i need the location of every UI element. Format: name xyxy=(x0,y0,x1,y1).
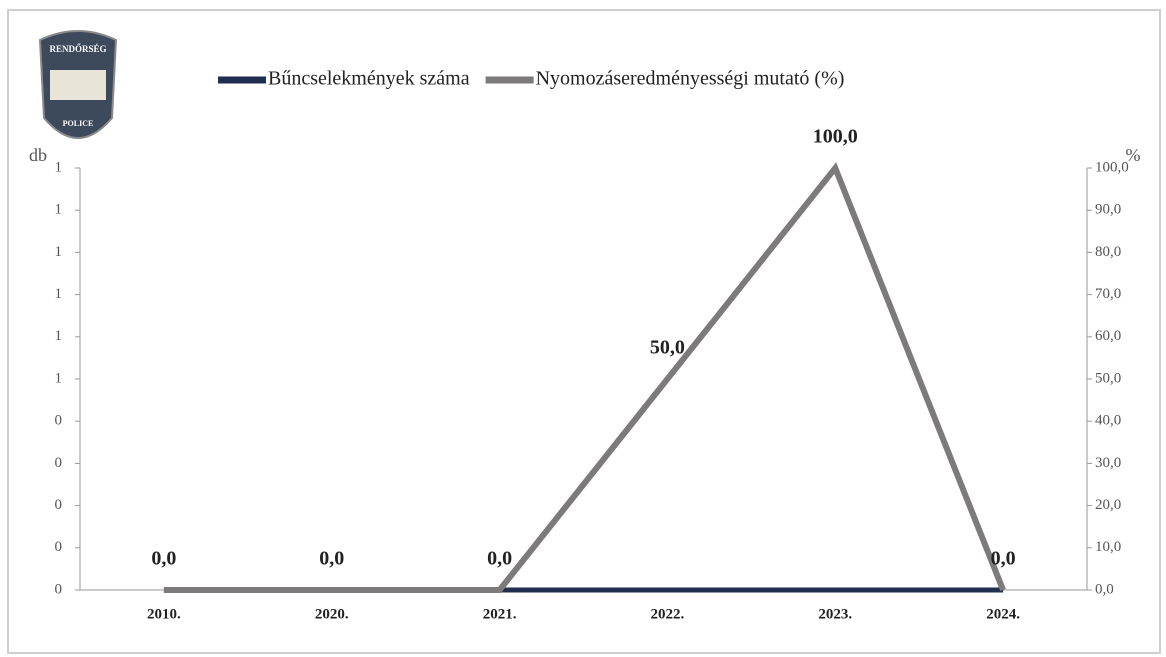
y2-tick-label: 50,0 xyxy=(1095,370,1121,386)
logo-bottom-text: POLICE xyxy=(63,119,94,128)
x-tick-label: 2010. xyxy=(147,606,181,622)
y2-tick-label: 80,0 xyxy=(1095,244,1121,260)
y-tick-label: 0 xyxy=(55,581,63,597)
y-tick-label: 0 xyxy=(55,455,63,471)
legend-label: Bűncselekmények száma xyxy=(268,68,470,90)
x-tick-label: 2020. xyxy=(315,606,349,622)
logo-band xyxy=(50,70,106,100)
x-tick-label: 2023. xyxy=(818,606,852,622)
y-axis-title: db xyxy=(29,145,47,165)
y2-tick-label: 10,0 xyxy=(1095,539,1121,555)
y2-tick-label: 40,0 xyxy=(1095,413,1121,429)
data-label: 0,0 xyxy=(151,548,176,570)
y2-tick-label: 30,0 xyxy=(1095,455,1121,471)
x-tick-label: 2022. xyxy=(651,606,685,622)
y-tick-label: 0 xyxy=(55,539,63,555)
data-label: 0,0 xyxy=(487,548,512,570)
y2-tick-label: 100,0 xyxy=(1095,159,1129,175)
y2-tick-label: 60,0 xyxy=(1095,328,1121,344)
y2-tick-label: 70,0 xyxy=(1095,286,1121,302)
series-line xyxy=(163,162,1006,593)
y2-tick-label: 0,0 xyxy=(1095,581,1114,597)
y-tick-label: 1 xyxy=(55,244,63,260)
y2-tick-label: 90,0 xyxy=(1095,202,1121,218)
y-tick-label: 1 xyxy=(55,328,63,344)
y2-tick-label: 20,0 xyxy=(1095,497,1121,513)
data-label: 100,0 xyxy=(813,126,858,148)
y-tick-label: 0 xyxy=(55,413,63,429)
data-label: 50,0 xyxy=(650,337,685,359)
y-tick-label: 0 xyxy=(55,497,63,513)
x-tick-label: 2021. xyxy=(483,606,517,622)
legend-label: Nyomozáseredményességi mutató (%) xyxy=(536,68,845,90)
data-label: 0,0 xyxy=(319,548,344,570)
chart-frame xyxy=(7,9,1161,654)
y-tick-label: 1 xyxy=(55,159,63,175)
x-tick-label: 2024. xyxy=(986,606,1020,622)
y-tick-label: 1 xyxy=(55,286,63,302)
y2-axis-title: % xyxy=(1126,145,1141,165)
y-tick-label: 1 xyxy=(55,202,63,218)
logo-top-text: RENDŐRSÉG xyxy=(49,44,106,54)
logo: RENDŐRSÉG POLICE xyxy=(38,30,118,139)
data-label: 0,0 xyxy=(991,548,1016,570)
y-tick-label: 1 xyxy=(55,370,63,386)
